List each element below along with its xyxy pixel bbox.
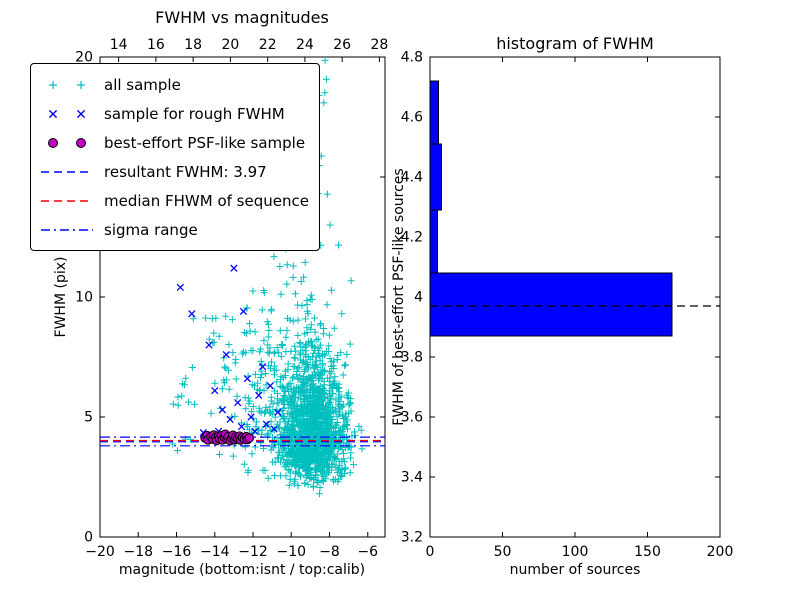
top-x-tick-label: 18 xyxy=(184,37,202,53)
histogram-bar xyxy=(429,143,443,211)
legend-item-label: sample for rough FWHM xyxy=(104,104,285,123)
y-tick-label: 0 xyxy=(84,530,93,546)
legend-item: sigma range xyxy=(39,215,309,244)
legend-item: best-effort PSF-like sample xyxy=(39,128,309,157)
left-plot-title: FWHM vs magnitudes xyxy=(155,8,329,27)
top-x-tick-label: 16 xyxy=(147,37,165,53)
y-tick-label: 5 xyxy=(84,410,93,426)
plus-marker-icon xyxy=(49,80,85,89)
x-tick-label: −12 xyxy=(238,544,268,560)
x-tick-label: −16 xyxy=(162,544,192,560)
x-tick-label: 100 xyxy=(562,544,589,560)
legend-item: resultant FWHM: 3.97 xyxy=(39,157,309,186)
x-tick-label: 150 xyxy=(634,544,661,560)
top-x-tick-label: 22 xyxy=(259,37,277,53)
x-tick-label: −18 xyxy=(123,544,153,560)
scatter-series-best-effort-psf-like-sample xyxy=(200,429,254,446)
x-tick-label: 50 xyxy=(494,544,512,560)
x-tick-label: 200 xyxy=(707,544,734,560)
x-tick-label: −6 xyxy=(357,544,378,560)
histogram-bar xyxy=(429,80,440,145)
y-tick-label: 3.8 xyxy=(401,350,423,366)
legend-item: median FHWM of sequence xyxy=(39,186,309,215)
left-plot-ylabel: FWHM (pix) xyxy=(53,256,69,338)
dashdot-marker-icon xyxy=(41,228,93,231)
legend-item: sample for rough FWHM xyxy=(39,99,309,128)
x-tick-label: −14 xyxy=(200,544,230,560)
y-tick-label: 10 xyxy=(75,290,93,306)
histogram-bar xyxy=(429,209,438,274)
right-plot-title: histogram of FWHM xyxy=(496,34,654,53)
x-tick-label: −20 xyxy=(85,544,115,560)
x-tick-label: −8 xyxy=(319,544,340,560)
y-tick-label: 3.2 xyxy=(401,530,423,546)
y-tick-label: 4.2 xyxy=(401,230,423,246)
y-tick-label: 3.6 xyxy=(401,410,423,426)
x-tick-label: 0 xyxy=(426,544,435,560)
right-plot-ylabel: FWHM of best-effort PSF-like sources xyxy=(391,168,407,426)
right-plot-xlabel: number of sources xyxy=(509,562,641,578)
y-tick-label: 4.8 xyxy=(401,50,423,66)
y-tick-label: 4.6 xyxy=(401,110,423,126)
histogram-bar xyxy=(429,272,673,337)
legend-item: all sample xyxy=(39,70,309,99)
legend-item-label: best-effort PSF-like sample xyxy=(104,133,306,152)
dashed-marker-icon xyxy=(41,170,93,173)
x-tick-label: −10 xyxy=(277,544,307,560)
y-tick-label: 3.4 xyxy=(401,470,423,486)
legend-item-label: resultant FWHM: 3.97 xyxy=(104,162,267,181)
histogram-bars xyxy=(429,80,673,337)
dashed-marker-icon xyxy=(41,199,93,202)
y-tick-label: 4 xyxy=(414,290,423,306)
y-tick-label: 4.4 xyxy=(401,170,423,186)
y-tick-label: 20 xyxy=(75,50,93,66)
top-x-tick-label: 24 xyxy=(296,37,314,53)
left-plot-xlabel: magnitude (bottom:isnt / top:calib) xyxy=(118,562,366,578)
top-x-tick-label: 26 xyxy=(333,37,351,53)
legend: all sample sample for rough FWHM best-effo… xyxy=(30,63,320,251)
x-marker-icon xyxy=(48,109,86,118)
top-x-tick-label: 28 xyxy=(370,37,388,53)
legend-item-label: median FHWM of sequence xyxy=(104,191,309,210)
legend-item-label: sigma range xyxy=(104,220,198,239)
top-x-tick-label: 20 xyxy=(221,37,239,53)
scatter-series-sample-for-rough-fwhm xyxy=(176,264,282,437)
legend-item-label: all sample xyxy=(104,75,181,94)
top-x-tick-label: 14 xyxy=(110,37,128,53)
circle-marker-icon xyxy=(48,137,86,148)
